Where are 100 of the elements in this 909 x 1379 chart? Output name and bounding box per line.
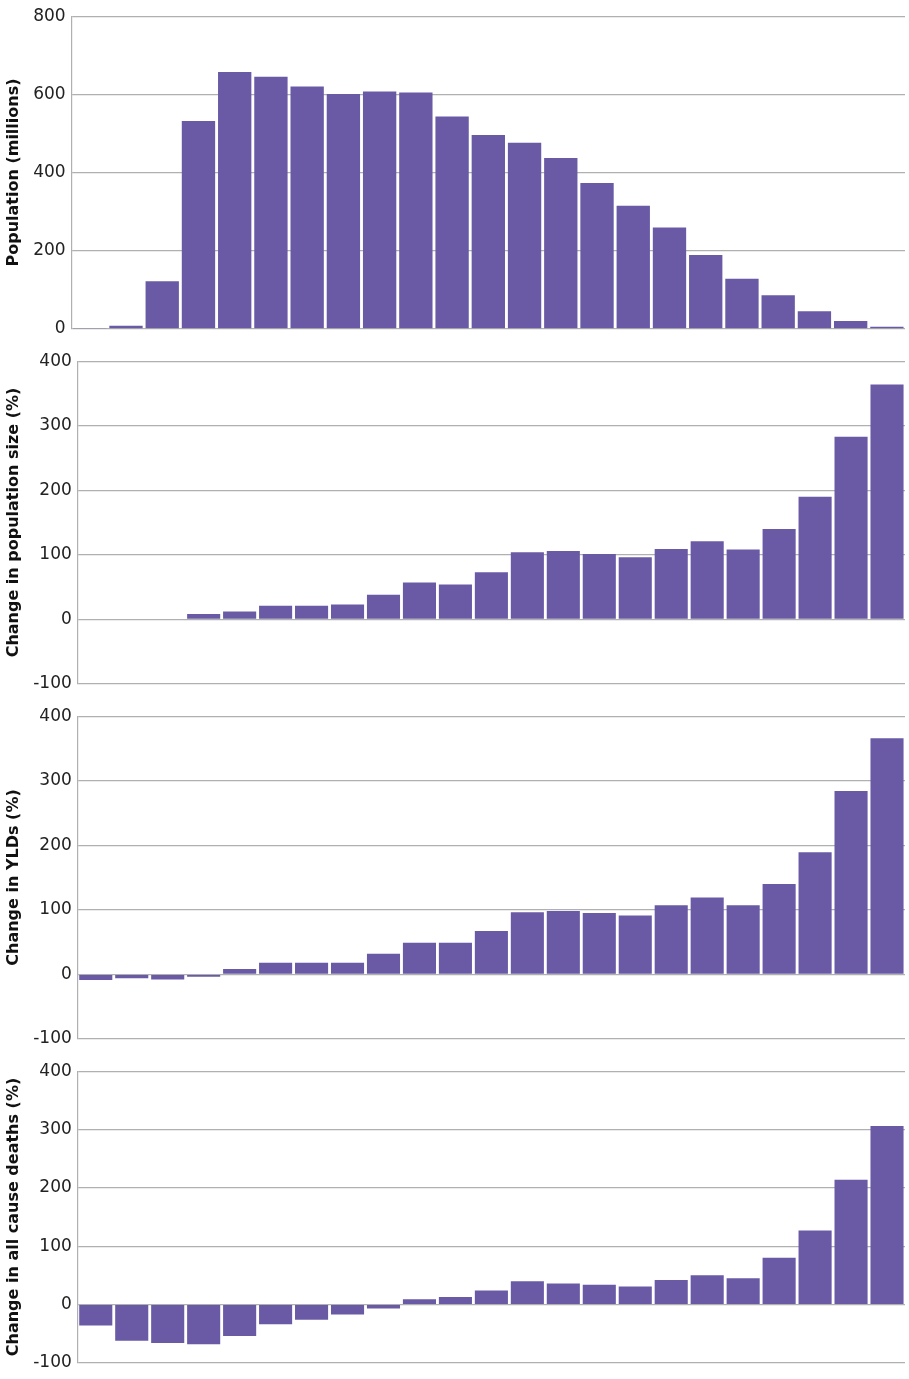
- bar: [366, 594, 401, 619]
- bar: [725, 278, 759, 329]
- bar: [79, 1305, 113, 1326]
- bar: [290, 86, 324, 329]
- bar: [690, 1275, 724, 1304]
- bar: [79, 974, 113, 981]
- bar: [652, 227, 687, 329]
- bar: [654, 548, 688, 619]
- y-tick-label: -100: [33, 672, 72, 693]
- y-tick-label: 600: [33, 82, 66, 103]
- bar: [510, 1281, 544, 1304]
- bar: [870, 384, 904, 619]
- bar: [582, 1284, 616, 1304]
- bar: [797, 311, 832, 329]
- bar: [254, 76, 288, 329]
- bar: [798, 852, 832, 974]
- bar: [726, 1278, 760, 1304]
- bar: [435, 116, 469, 329]
- bar: [474, 931, 508, 974]
- y-axis-title: Change in all cause deaths (%): [2, 1077, 22, 1357]
- bar: [654, 1279, 688, 1304]
- bar: [295, 962, 329, 974]
- bar: [580, 183, 614, 329]
- bar: [616, 205, 650, 329]
- y-tick-label: 300: [39, 1117, 72, 1138]
- bar: [402, 582, 436, 619]
- y-tick-label: 400: [39, 349, 72, 370]
- bar: [546, 911, 580, 974]
- y-tick-label: 400: [33, 160, 66, 181]
- bar: [362, 91, 397, 329]
- bar: [834, 436, 868, 619]
- bar: [833, 320, 868, 329]
- bar: [399, 92, 433, 329]
- y-tick-label: 200: [33, 239, 66, 260]
- y-tick-label: 200: [39, 478, 72, 499]
- bar: [145, 281, 179, 329]
- y-tick-label: 300: [39, 414, 72, 435]
- bar: [544, 158, 578, 329]
- bar: [330, 1305, 365, 1315]
- bar: [798, 1230, 832, 1304]
- bar: [654, 905, 688, 974]
- bar: [259, 1305, 293, 1325]
- y-axis-title: Change in YLDs (%): [2, 789, 22, 966]
- bar: [726, 549, 760, 619]
- bar: [798, 496, 832, 619]
- y-tick-label: 400: [39, 704, 72, 725]
- bar: [689, 254, 723, 329]
- bar: [438, 1296, 472, 1304]
- y-axis-title: Population (millions): [2, 78, 22, 267]
- y-tick-label: 800: [33, 4, 66, 25]
- bar: [726, 905, 760, 974]
- bar: [330, 962, 365, 974]
- bar: [259, 605, 293, 619]
- bar: [187, 614, 221, 619]
- bar: [181, 120, 216, 329]
- bar: [223, 969, 257, 974]
- bar: [223, 1305, 257, 1336]
- bar: [326, 93, 361, 329]
- bar: [402, 1299, 436, 1304]
- bar: [115, 974, 149, 979]
- y-tick-label: 100: [39, 543, 72, 564]
- bar: [834, 791, 868, 974]
- bar: [471, 134, 505, 329]
- y-tick-label: 0: [60, 962, 72, 983]
- bar: [259, 962, 293, 974]
- bar: [762, 883, 796, 974]
- y-axis-title: Change in population size (%): [2, 387, 22, 658]
- y-tick-label: 100: [39, 898, 72, 919]
- bar: [402, 942, 436, 974]
- bar: [870, 738, 904, 974]
- bar: [474, 1290, 508, 1304]
- bar: [761, 295, 795, 329]
- y-tick-label: 400: [39, 1059, 72, 1080]
- bar: [438, 942, 472, 974]
- bar: [690, 897, 724, 974]
- bar: [507, 142, 542, 329]
- bar: [618, 557, 652, 619]
- bar: [618, 915, 652, 974]
- bar: [151, 1305, 185, 1343]
- y-tick-label: 300: [39, 769, 72, 790]
- bar: [295, 605, 329, 619]
- bar: [295, 1305, 329, 1320]
- bar: [366, 953, 401, 974]
- bar: [223, 611, 257, 619]
- y-tick-label: -100: [33, 1027, 72, 1048]
- y-tick-label: 100: [39, 1234, 72, 1255]
- bar: [330, 604, 365, 619]
- bar: [762, 1257, 796, 1304]
- y-tick-label: 200: [39, 1176, 72, 1197]
- bar: [870, 1126, 904, 1304]
- bar: [834, 1179, 868, 1304]
- bar: [510, 552, 544, 619]
- bar: [546, 550, 580, 619]
- bar: [690, 541, 724, 619]
- bar: [366, 1305, 401, 1309]
- bar: [187, 1305, 221, 1345]
- y-tick-label: 0: [54, 317, 66, 338]
- y-tick-label: 200: [39, 833, 72, 854]
- bar: [618, 1286, 652, 1304]
- y-tick-label: 0: [60, 607, 72, 628]
